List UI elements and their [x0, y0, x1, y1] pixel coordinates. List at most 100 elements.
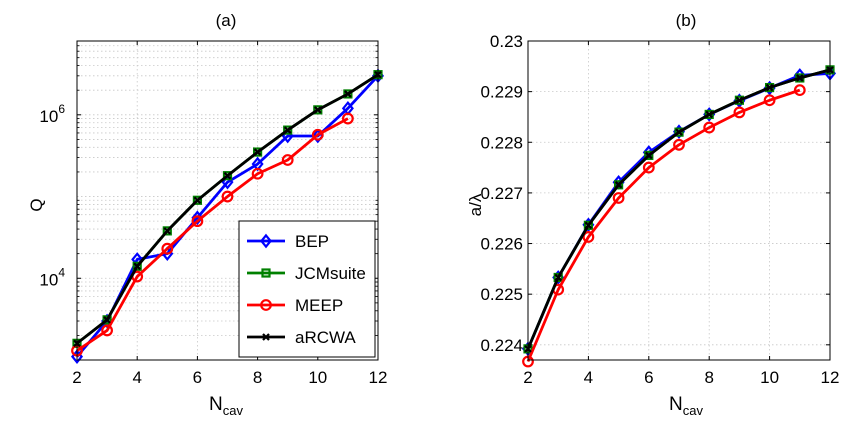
chart-b-ytick-label: 0.227 — [480, 184, 523, 203]
chart-a-xlabel: Ncav — [209, 394, 243, 418]
chart-b-series-line — [526, 72, 831, 350]
legend-marker — [261, 268, 271, 278]
chart-a-data-point — [283, 125, 293, 135]
chart-b-data-point — [673, 138, 685, 151]
chart-b-ytick-label: 0.225 — [480, 285, 523, 304]
chart-a-data-point — [253, 148, 262, 156]
chart-b-title: (b) — [676, 11, 697, 30]
chart-a-xlabel-main: N — [209, 394, 223, 415]
chart-b-data-point — [765, 83, 774, 92]
chart-a-xtick-label: 6 — [193, 368, 202, 387]
chart-b-xtick-label: 12 — [821, 368, 840, 387]
chart-b-series-line — [526, 88, 801, 363]
chart-b-ytick-label: 0.229 — [480, 83, 523, 102]
chart-b-data-point — [703, 121, 716, 134]
chart-a-data-point — [343, 89, 353, 99]
chart-b-grid — [527, 40, 831, 360]
chart-a-data-point — [163, 227, 172, 235]
chart-a-series-line — [75, 74, 380, 358]
legend-box — [238, 220, 376, 358]
legend-item-jcmsuite: JCMsuite — [247, 264, 366, 283]
chart-a-data-point — [344, 90, 352, 98]
chart-a-data-point — [191, 210, 204, 226]
chart-a-data-point — [342, 112, 354, 125]
chart-b-data-point — [674, 127, 684, 137]
chart-a-xtick-label: 10 — [308, 368, 327, 387]
chart-b-data-point — [583, 220, 594, 230]
chart-b-series-meep — [522, 84, 806, 368]
chart-a-data-point — [311, 128, 324, 141]
chart-b-xlabel-sub: cav — [683, 403, 704, 418]
chart-a-ytick-base: 10 — [39, 107, 58, 126]
chart-b-data-point — [675, 128, 683, 136]
chart-b-series-line — [526, 68, 831, 350]
chart-b-data-point — [612, 192, 625, 204]
chart-a-ytick-exponent: 6 — [58, 102, 65, 116]
chart-b-ytick-label: 0.228 — [480, 133, 523, 152]
chart-a-title: (a) — [216, 11, 237, 30]
legend-marker — [260, 299, 272, 311]
chart-b-data-point — [614, 181, 623, 189]
chart-a-xtick-label: 4 — [132, 368, 141, 387]
chart-b-ticks: 2 4 6 8 10 12 0.224 0.225 0.226 0.227 0.228 0.229 0.… — [480, 32, 839, 387]
chart-b-ytick-label: 0.224 — [480, 336, 523, 355]
chart-b-xtick-label: 8 — [704, 368, 713, 387]
chart-a-ytick-label: 106 — [39, 102, 65, 126]
chart-a-data-point — [162, 226, 172, 236]
chart-b-data-point — [642, 161, 655, 174]
chart-b-data-point — [582, 231, 595, 243]
legend-marker — [262, 333, 270, 341]
chart-a-data-point — [103, 316, 111, 324]
chart-b-data-point — [733, 106, 746, 119]
chart-a-data-point — [191, 215, 204, 228]
chart-a-data-point — [221, 190, 234, 203]
legend-label: aRCWA — [295, 328, 356, 347]
chart-b-data-point — [613, 180, 624, 190]
chart-b-series-line — [526, 68, 831, 350]
chart-a-data-point — [132, 261, 142, 271]
chart-b-series-arcwa — [524, 66, 834, 353]
chart-a-ytick-label: 104 — [39, 265, 65, 289]
chart-b-series-bep — [521, 66, 837, 357]
chart-b-data-point — [705, 110, 713, 119]
chart-a-data-point — [222, 171, 233, 181]
chart-b-data-point — [644, 150, 654, 161]
chart-a-data-point — [314, 106, 322, 114]
chart-b-series-jcmsuite — [523, 65, 835, 354]
chart-b-ytick-label: 0.226 — [480, 235, 523, 254]
legend-item-meep: MEEP — [247, 296, 343, 315]
chart-b-axes-frame — [527, 40, 831, 361]
chart-a-data-point — [313, 105, 323, 115]
chart-a-data-point — [193, 196, 202, 205]
chart-b-data-point — [554, 273, 562, 282]
chart-a-data-point — [221, 174, 234, 190]
chart-a-xlabel-sub: cav — [223, 403, 244, 418]
chart-b-data-point — [735, 96, 744, 105]
panel-b: (b) a/λ Ncav 2 4 6 8 10 12 0.224 0.225 0.226 0.22… — [466, 11, 839, 418]
legend-marker — [259, 233, 273, 249]
chart-b-ytick-label: 0.23 — [490, 32, 523, 51]
chart-a-xtick-label: 8 — [253, 368, 262, 387]
chart-a-series-arcwa — [73, 70, 382, 348]
chart-b-xtick-label: 2 — [523, 368, 532, 387]
chart-b-data-point — [793, 84, 806, 97]
chart-a-data-point — [133, 262, 141, 271]
chart-b-xtick-label: 6 — [644, 368, 653, 387]
chart-b-data-point — [584, 221, 593, 230]
chart-b-data-point — [763, 94, 776, 107]
chart-a-ytick-exponent: 4 — [58, 265, 65, 279]
chart-a-ytick-base: 10 — [39, 270, 58, 289]
chart-a-xtick-label: 12 — [369, 368, 388, 387]
legend-label: MEEP — [295, 296, 343, 315]
chart-a-xtick-label: 2 — [72, 368, 81, 387]
legend-item-bep: BEP — [247, 232, 329, 251]
legend-label: BEP — [295, 232, 329, 251]
chart-a-data-point — [161, 242, 174, 255]
chart-b-xlabel: Ncav — [669, 394, 703, 418]
chart-a-ylabel: Q — [27, 198, 46, 211]
chart-b-data-point — [645, 151, 653, 160]
chart-a-data-point — [281, 154, 294, 166]
chart-b-ylabel: a/λ — [466, 193, 485, 216]
